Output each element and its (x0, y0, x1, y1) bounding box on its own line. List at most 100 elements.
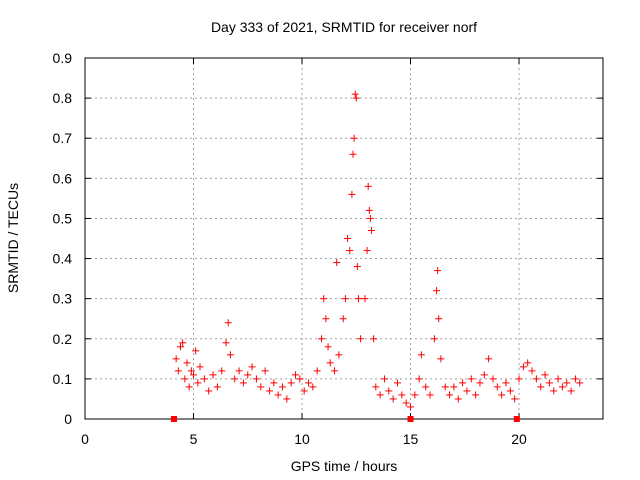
data-point (339, 315, 347, 323)
data-point (270, 379, 278, 387)
data-point (415, 375, 423, 383)
data-point (398, 391, 406, 399)
data-point (351, 90, 359, 98)
data-point (324, 343, 332, 351)
data-point (190, 371, 198, 379)
data-point (313, 367, 321, 375)
data-point (476, 379, 484, 387)
data-point (467, 375, 475, 383)
data-point (541, 371, 549, 379)
data-point (441, 383, 449, 391)
data-point-square (407, 416, 414, 422)
data-point (218, 367, 226, 375)
data-points (170, 90, 584, 422)
y-tick-label: 0 (64, 411, 72, 427)
chart-title: Day 333 of 2021, SRMTID for receiver nor… (211, 19, 477, 35)
x-tick-labels: 0 5 10 15 20 (81, 431, 527, 447)
data-point (352, 94, 360, 102)
data-point (558, 383, 566, 391)
data-point (372, 383, 380, 391)
data-point (437, 355, 445, 363)
data-point (291, 371, 299, 379)
data-point (318, 335, 326, 343)
data-point (296, 375, 304, 383)
data-point (309, 383, 317, 391)
data-point (459, 379, 467, 387)
data-point (454, 395, 462, 403)
data-point (200, 375, 208, 383)
data-point (213, 383, 221, 391)
data-point (450, 383, 458, 391)
data-point (515, 375, 523, 383)
data-point (287, 379, 295, 387)
data-point (430, 335, 438, 343)
data-point (489, 375, 497, 383)
data-point (545, 379, 553, 387)
data-point (426, 391, 434, 399)
data-point (550, 387, 558, 395)
data-point (235, 367, 243, 375)
data-point (300, 387, 308, 395)
y-tick-labels: 0 0.1 0.2 0.3 0.4 0.5 0.6 0.7 0.8 0.9 (53, 50, 73, 427)
data-point (357, 335, 365, 343)
y-axis-label: SRMTID / TECUs (5, 183, 21, 293)
data-point (532, 375, 540, 383)
x-tick-label: 10 (294, 431, 310, 447)
y-tick-label: 0.3 (53, 291, 73, 307)
data-point (176, 343, 184, 351)
x-tick-label: 15 (403, 431, 419, 447)
y-tick-label: 0.1 (53, 371, 73, 387)
data-point (333, 259, 341, 267)
data-point (366, 214, 374, 222)
data-point (411, 391, 419, 399)
data-point (498, 391, 506, 399)
data-point (567, 387, 575, 395)
data-point (434, 267, 442, 275)
data-point (364, 182, 372, 190)
data-point (341, 295, 349, 303)
data-point (446, 391, 454, 399)
data-point (524, 359, 532, 367)
data-point (196, 363, 204, 371)
data-point (519, 363, 527, 371)
data-point (224, 319, 232, 327)
data-point (185, 383, 193, 391)
data-point (363, 247, 371, 255)
data-point (231, 375, 239, 383)
data-point (485, 355, 493, 363)
data-point (350, 134, 358, 142)
data-point (554, 375, 562, 383)
data-point (353, 263, 361, 271)
data-point (187, 367, 195, 375)
x-axis-label: GPS time / hours (291, 458, 398, 474)
data-point (480, 371, 488, 379)
data-point (183, 359, 191, 367)
data-point (537, 383, 545, 391)
data-point (320, 295, 328, 303)
data-point (463, 387, 471, 395)
data-point (283, 395, 291, 403)
data-point (174, 367, 182, 375)
data-point (511, 395, 519, 403)
data-point (576, 379, 584, 387)
data-point (209, 371, 217, 379)
data-point (331, 367, 339, 375)
data-point (192, 347, 200, 355)
data-point (367, 226, 375, 234)
data-point (179, 339, 187, 347)
x-tick-label: 20 (511, 431, 527, 447)
data-point (528, 367, 536, 375)
y-tick-label: 0.5 (53, 210, 73, 226)
data-point (346, 247, 354, 255)
data-point (222, 339, 230, 347)
data-point (305, 379, 313, 387)
data-point (274, 391, 282, 399)
data-point (389, 395, 397, 403)
data-point (433, 287, 441, 295)
data-point (278, 383, 286, 391)
data-point (194, 379, 202, 387)
data-point (563, 379, 571, 387)
data-point (380, 375, 388, 383)
data-point (261, 367, 269, 375)
